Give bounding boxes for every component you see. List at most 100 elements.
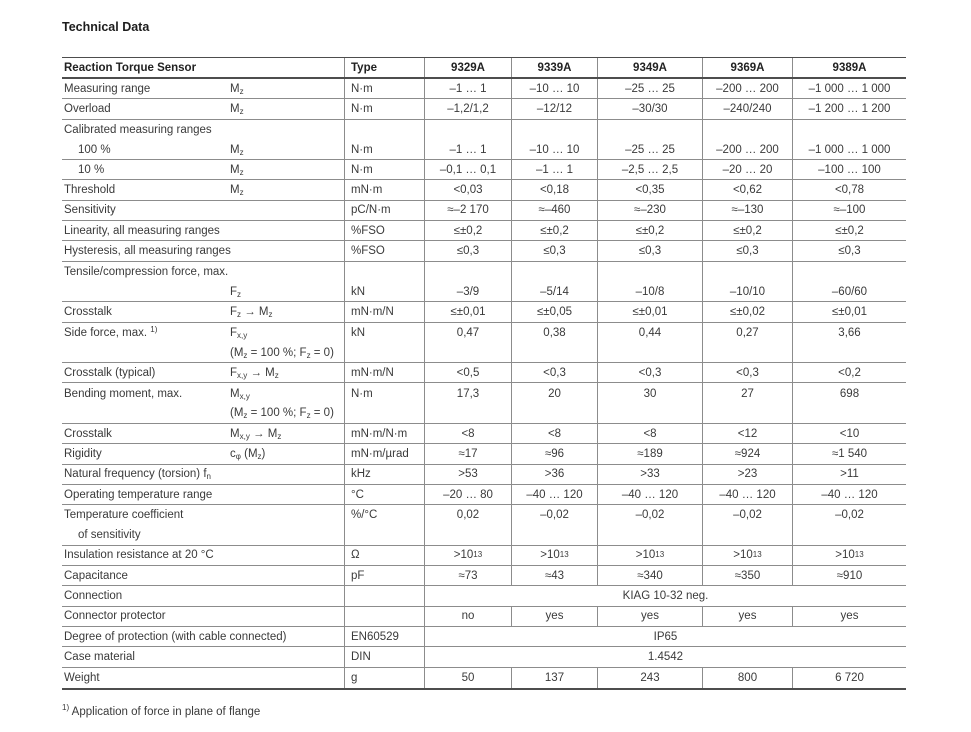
row-values: 0,47 0,38 0,44 0,27 3,66 [425, 322, 906, 343]
table-row: Connector protector no yes yes yes yes [62, 606, 906, 628]
row-unit: pF [345, 566, 425, 586]
row-value: <10 [839, 427, 860, 440]
header-type: Type [345, 58, 425, 77]
row-value: <8 [425, 424, 512, 444]
row-value: –40 … 120 [821, 488, 878, 501]
row-value: ≤±0,02 [703, 302, 793, 322]
row-value: ≤0,3 [512, 241, 598, 261]
row-label: Calibrated measuring ranges [64, 123, 212, 136]
row-label: Weight [64, 671, 100, 684]
row-label-cell: Measuring range Mz [62, 79, 345, 99]
row-label: Crosstalk [64, 305, 112, 318]
row-unit [345, 606, 425, 627]
row-label-cell: 10 % Mz [62, 160, 345, 180]
row-value [793, 343, 906, 362]
row-unit: N·m [345, 383, 425, 404]
row-value: ≈73 [425, 566, 512, 586]
row-values: <0,5 <0,3 <0,3 <0,3 <0,2 [425, 363, 906, 383]
row-value: ≈–100 [833, 204, 866, 217]
row-unit [345, 403, 425, 424]
row-value: –30/30 [598, 99, 703, 119]
row-value: >53 [425, 464, 512, 484]
row-label: of sensitivity [78, 529, 141, 542]
row-label-cell: (Mz = 100 %; Fz = 0) [62, 342, 345, 363]
table-row: Fz kN –3/9 –5/14 –10/8 –10/10 –60/60 [62, 281, 906, 303]
row-values: –1 … 1 –10 … 10 –25 … 25 –200 … 200 –1 000 …… [425, 79, 906, 99]
table-row: 100 % Mz N·m –1 … 1 –10 … 10 –25 … 25 –200 … [62, 139, 906, 161]
row-value: –20 … 80 [425, 484, 512, 505]
row-value: ≤±0,2 [703, 221, 793, 241]
row-value: >11 [840, 468, 859, 481]
row-value: –10 … 10 [512, 79, 598, 99]
technical-data-table: Reaction Torque Sensor Type 9329A 9339A … [62, 57, 906, 690]
row-value: 17,3 [425, 383, 512, 404]
row-label-cell: of sensitivity [62, 525, 345, 545]
table-row: Rigidity cφ (Mz) mN·m/µrad ≈17 ≈96 ≈189 ≈92… [62, 444, 906, 465]
row-value: –5/14 [512, 281, 598, 302]
row-unit: kN [345, 281, 425, 302]
row-values: >53 >36 >33 >23 >11 [425, 464, 906, 484]
row-label-cell: Crosstalk Fz → Mz [62, 302, 345, 322]
table-row: Calibrated measuring ranges [62, 119, 906, 140]
row-value [512, 119, 598, 140]
table-row: Measuring range Mz N·m –1 … 1 –10 … 10 –25… [62, 79, 906, 100]
row-value: ≈17 [425, 444, 512, 464]
row-values: ≈73 ≈43 ≈340 ≈350 ≈910 [425, 566, 906, 586]
row-value: 698 [839, 387, 860, 400]
row-label-cell: Weight [62, 667, 345, 688]
table-row: Natural frequency (torsion) fn kHz >53 >3… [62, 464, 906, 485]
row-unit: %FSO [345, 241, 425, 261]
row-value: <0,18 [512, 180, 598, 200]
row-label-cell: Threshold Mz [62, 180, 345, 200]
row-unit: EN60529 [345, 627, 425, 647]
row-label: 100 % [78, 143, 111, 156]
row-value [512, 403, 598, 424]
header-model-9349A: 9349A [598, 58, 703, 77]
row-unit: mN·m/µrad [345, 444, 425, 464]
row-label-cell: Insulation resistance at 20 °C [62, 545, 345, 566]
row-label: Crosstalk [64, 427, 112, 440]
row-value: –1,2/1,2 [425, 99, 512, 119]
row-values: ≤0,3 ≤0,3 ≤0,3 ≤0,3 ≤0,3 [425, 241, 906, 261]
row-label-cell: Capacitance [62, 566, 345, 586]
row-value [703, 342, 793, 363]
table-row: Degree of protection (with cable connect… [62, 627, 906, 648]
row-value [598, 342, 703, 363]
row-value: –20 … 20 [703, 160, 793, 180]
table-row: Case material DIN 1.4542 [62, 647, 906, 668]
row-symbol: Mz [230, 184, 244, 198]
table-row: Hysteresis, all measuring ranges %FSO ≤0… [62, 241, 906, 262]
row-value [425, 525, 512, 545]
row-value: –40 … 120 [598, 484, 703, 505]
table-row: Temperature coefficient %/°C 0,02 –0,02 –0… [62, 505, 906, 526]
row-value: >10 13 [425, 545, 512, 566]
row-value: yes [512, 606, 598, 627]
row-value: ≤±0,2 [835, 224, 864, 237]
row-value: –100 … 100 [818, 163, 881, 176]
row-unit: kN [345, 322, 425, 343]
row-value: yes [598, 606, 703, 627]
row-label: Operating temperature range [64, 488, 213, 501]
row-value: <8 [598, 424, 703, 444]
row-values: –1 … 1 –10 … 10 –25 … 25 –200 … 200 –1 000 …… [425, 139, 906, 160]
row-label-cell: Connector protector [62, 606, 345, 627]
row-values: >10 13 >10 13 >10 13 >10 13 >10 13 [425, 545, 906, 566]
row-unit [345, 586, 425, 606]
row-symbol: (Mz = 100 %; Fz = 0) [230, 407, 334, 421]
row-value: –2,5 … 2,5 [598, 160, 703, 180]
row-value: ≈910 [836, 569, 863, 582]
row-label: Tensile/compression force, max. [64, 265, 229, 278]
row-value: –200 … 200 [703, 79, 793, 99]
row-values: ≈–2 170 ≈–460 ≈–230 ≈–130 ≈–100 [425, 200, 906, 221]
row-unit: pC/N·m [345, 200, 425, 221]
table-row: Side force, max. 1) Fx,y kN 0,47 0,38 0,44… [62, 322, 906, 343]
row-label-cell: Linearity, all measuring ranges [62, 221, 345, 241]
row-value: >36 [512, 464, 598, 484]
row-value [793, 120, 906, 140]
row-value: ≈1 540 [831, 447, 868, 460]
row-label: Side force, max. 1) [64, 324, 158, 339]
table-row: Sensitivity pC/N·m ≈–2 170 ≈–460 ≈–230 ≈–13… [62, 200, 906, 222]
row-symbol: Fx,y [230, 326, 248, 340]
header-parameter: Reaction Torque Sensor [62, 58, 345, 77]
row-symbol: Mz [230, 82, 244, 96]
